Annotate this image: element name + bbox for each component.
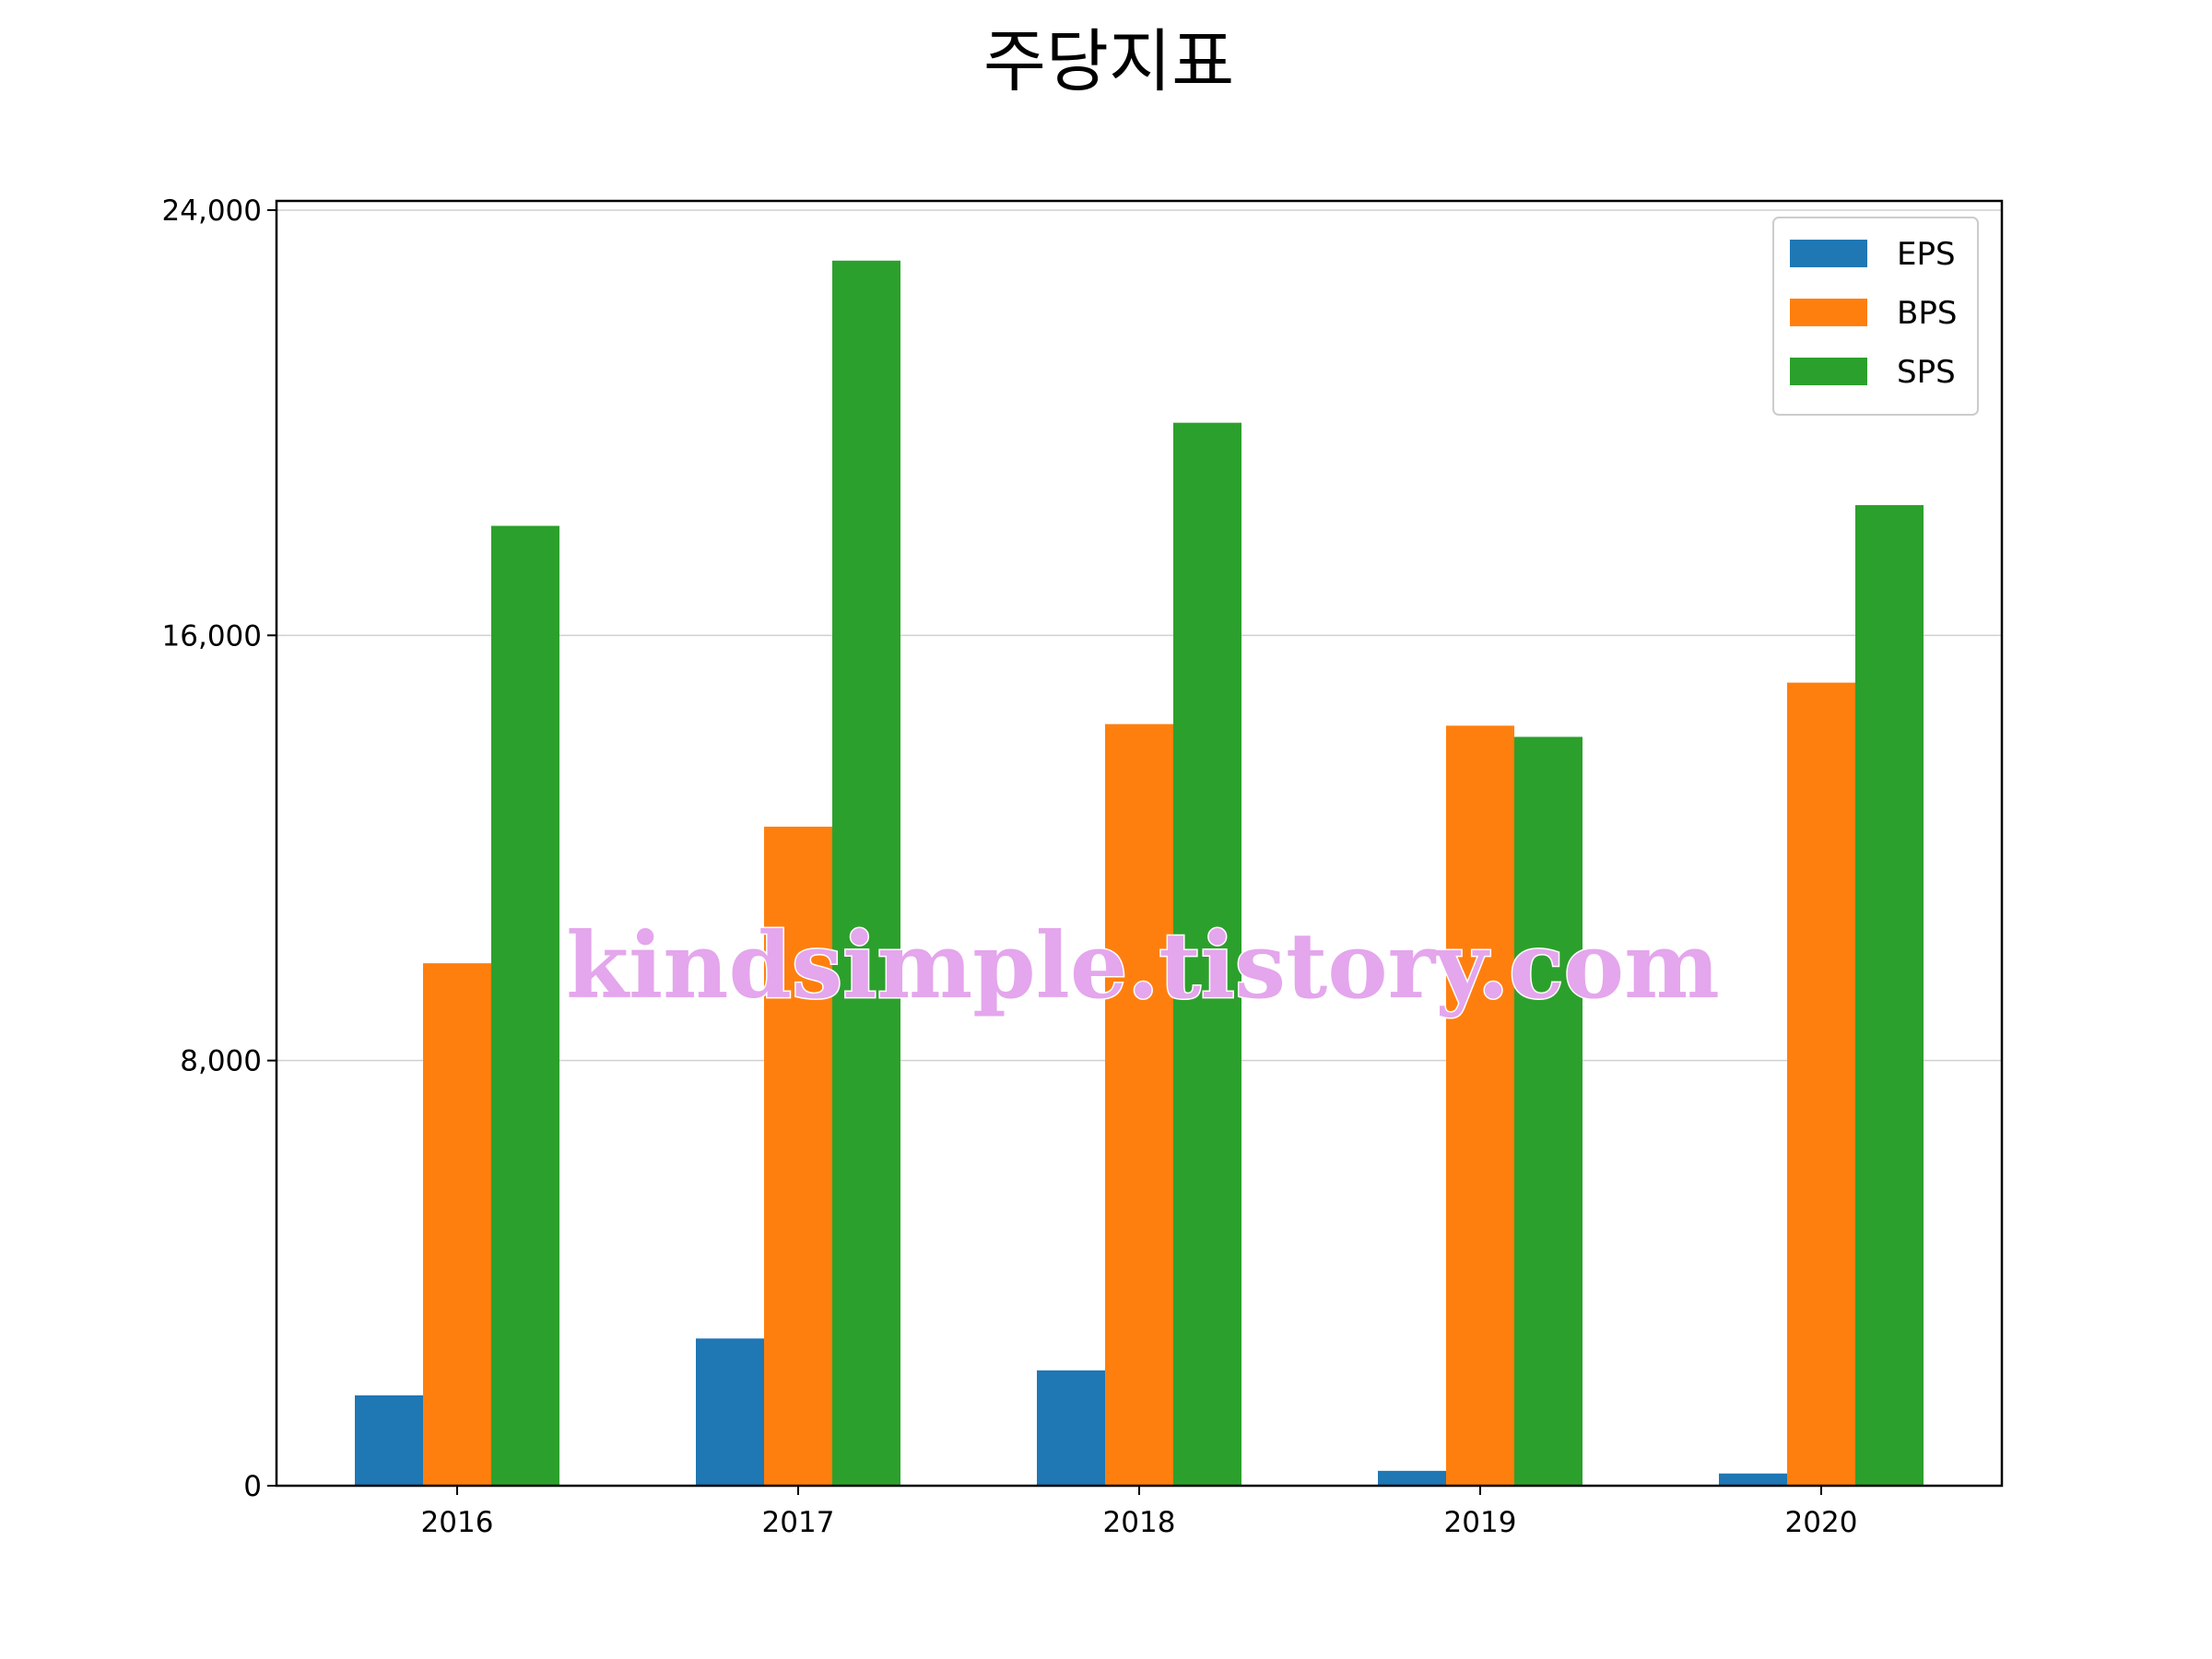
bar-bps-2020 bbox=[1787, 682, 1855, 1486]
x-tick-label: 2019 bbox=[1444, 1506, 1517, 1539]
bar-sps-2016 bbox=[491, 525, 559, 1486]
bar-eps-2018 bbox=[1037, 1370, 1105, 1486]
bar-eps-2017 bbox=[696, 1338, 764, 1486]
bar-sps-2018 bbox=[1173, 422, 1241, 1487]
legend-swatch-sps bbox=[1790, 358, 1867, 385]
watermark: kindsimple.tistory.com bbox=[566, 913, 1720, 1019]
x-tick-label: 2017 bbox=[762, 1506, 835, 1539]
bar-sps-2019 bbox=[1514, 736, 1583, 1486]
bar-bps-2018 bbox=[1105, 724, 1173, 1486]
bar-eps-2020 bbox=[1719, 1473, 1787, 1486]
legend-label-eps: EPS bbox=[1897, 236, 1956, 273]
bar-bps-2019 bbox=[1446, 725, 1514, 1486]
bar-bps-2017 bbox=[764, 826, 832, 1486]
x-axis: 2016 2017 2018 2019 2020 bbox=[421, 1486, 1858, 1539]
legend-swatch-eps bbox=[1790, 240, 1867, 267]
y-tick-label: 8,000 bbox=[180, 1045, 262, 1078]
x-tick-label: 2020 bbox=[1785, 1506, 1858, 1539]
legend-swatch-bps bbox=[1790, 299, 1867, 326]
legend: EPS BPS SPS bbox=[1772, 217, 1979, 416]
x-tick-label: 2018 bbox=[1103, 1506, 1176, 1539]
bar-bps-2016 bbox=[423, 963, 491, 1486]
x-tick-label: 2016 bbox=[421, 1506, 494, 1539]
bar-eps-2016 bbox=[355, 1394, 423, 1486]
bar-sps-2017 bbox=[832, 260, 900, 1486]
chart-title: 주당지표 bbox=[983, 22, 1234, 101]
legend-label-sps: SPS bbox=[1897, 354, 1956, 391]
bars bbox=[355, 260, 1924, 1487]
bar-eps-2019 bbox=[1378, 1470, 1446, 1486]
legend-label-bps: BPS bbox=[1897, 295, 1957, 332]
y-tick-label: 0 bbox=[243, 1470, 262, 1503]
y-tick-label: 16,000 bbox=[162, 619, 262, 653]
y-axis: 0 8,000 16,000 24,000 bbox=[162, 194, 276, 1503]
y-tick-label: 24,000 bbox=[162, 194, 262, 228]
bar-sps-2020 bbox=[1855, 505, 1924, 1486]
